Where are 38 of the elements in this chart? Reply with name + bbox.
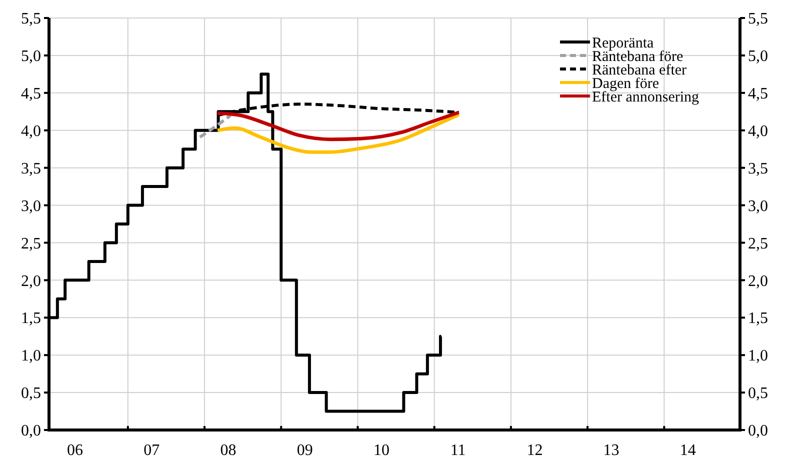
y2-tick-label: 4,0 [748,122,768,140]
y-tick-label: 3,5 [21,160,41,178]
y-tick-label: 2,5 [21,235,41,252]
y2-tick-label: 1,5 [748,310,768,328]
x-tick-label: 08 [220,442,236,459]
y-tick-label: 2,0 [21,272,41,290]
y-tick-label: 4,5 [21,86,41,103]
legend-label: Räntebana efter [592,62,687,78]
y-tick-label: 0,5 [21,385,41,402]
x-tick-label: 13 [603,442,620,459]
y-tick-label: 5,0 [21,48,41,66]
line-series [216,110,461,142]
y-tick-label: 1,0 [21,348,41,365]
x-tick-label: 07 [144,442,160,459]
y-tick-label: 3,0 [21,198,41,215]
x-tick-label: 11 [450,442,466,459]
legend-label: Reporänta [592,35,654,52]
y-tick-label: 1,5 [21,310,41,328]
x-tick-label: 09 [296,442,313,459]
y2-tick-label: 1,0 [748,348,768,365]
x-tick-label: 06 [67,442,84,459]
y-tick-label: 5,5 [21,10,41,28]
x-tick-label: 14 [680,442,696,459]
x-tick-label: 12 [526,442,543,459]
y2-tick-label: 0,5 [748,385,768,402]
y2-tick-label: 3,5 [748,160,768,178]
y2-tick-label: 2,0 [748,272,768,290]
y2-tick-label: 3,0 [748,198,768,215]
y2-tick-label: 2,5 [748,235,768,252]
y2-tick-label: 0,0 [748,422,768,440]
y2-tick-label: 4,5 [748,86,768,103]
line-series [216,112,461,154]
y-tick-label: 4,0 [21,122,41,140]
y2-tick-label: 5,5 [748,10,768,28]
x-tick-label: 10 [373,442,390,459]
y-tick-label: 0,0 [21,422,41,440]
legend-label: Dagen före [592,76,660,92]
y2-tick-label: 5,0 [748,48,768,66]
